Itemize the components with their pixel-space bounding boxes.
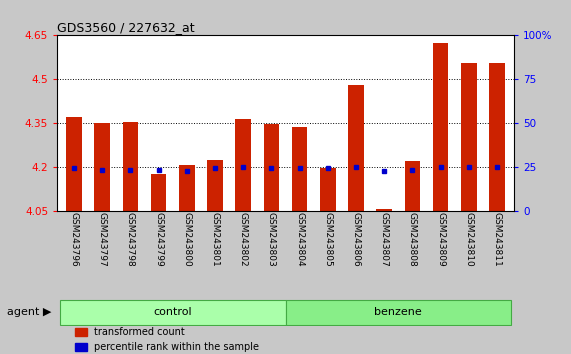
Bar [292,127,307,211]
Bar [151,174,166,211]
Text: benzene: benzene [375,307,422,318]
Text: control: control [154,307,192,318]
Bar [405,161,420,211]
Bar [489,63,505,211]
Text: GSM243798: GSM243798 [126,212,135,267]
Bar [123,121,138,211]
Text: GSM243808: GSM243808 [408,212,417,267]
Text: GSM243802: GSM243802 [239,212,248,267]
Text: GSM243810: GSM243810 [464,212,473,267]
Text: GSM243811: GSM243811 [492,212,501,267]
Bar [376,209,392,211]
Bar [461,63,477,211]
Bar [207,160,223,211]
Text: GSM243796: GSM243796 [70,212,79,267]
Text: GSM243805: GSM243805 [323,212,332,267]
Text: GSM243807: GSM243807 [380,212,389,267]
Bar [264,125,279,211]
Text: GDS3560 / 227632_at: GDS3560 / 227632_at [57,21,195,34]
Text: GSM243797: GSM243797 [98,212,107,267]
Bar [94,123,110,211]
Bar [66,117,82,211]
Text: GSM243801: GSM243801 [211,212,219,267]
Text: agent ▶: agent ▶ [7,307,51,318]
Bar [320,168,336,211]
Text: GSM243799: GSM243799 [154,212,163,267]
Text: GSM243800: GSM243800 [182,212,191,267]
Bar [348,85,364,211]
Bar [179,165,195,211]
Text: GSM243809: GSM243809 [436,212,445,267]
Bar [60,299,286,325]
Bar [235,119,251,211]
Legend: transformed count, percentile rank within the sample: transformed count, percentile rank withi… [71,324,263,354]
Text: GSM243806: GSM243806 [352,212,360,267]
Text: GSM243804: GSM243804 [295,212,304,267]
Bar [286,299,511,325]
Text: GSM243803: GSM243803 [267,212,276,267]
Bar [433,43,448,211]
